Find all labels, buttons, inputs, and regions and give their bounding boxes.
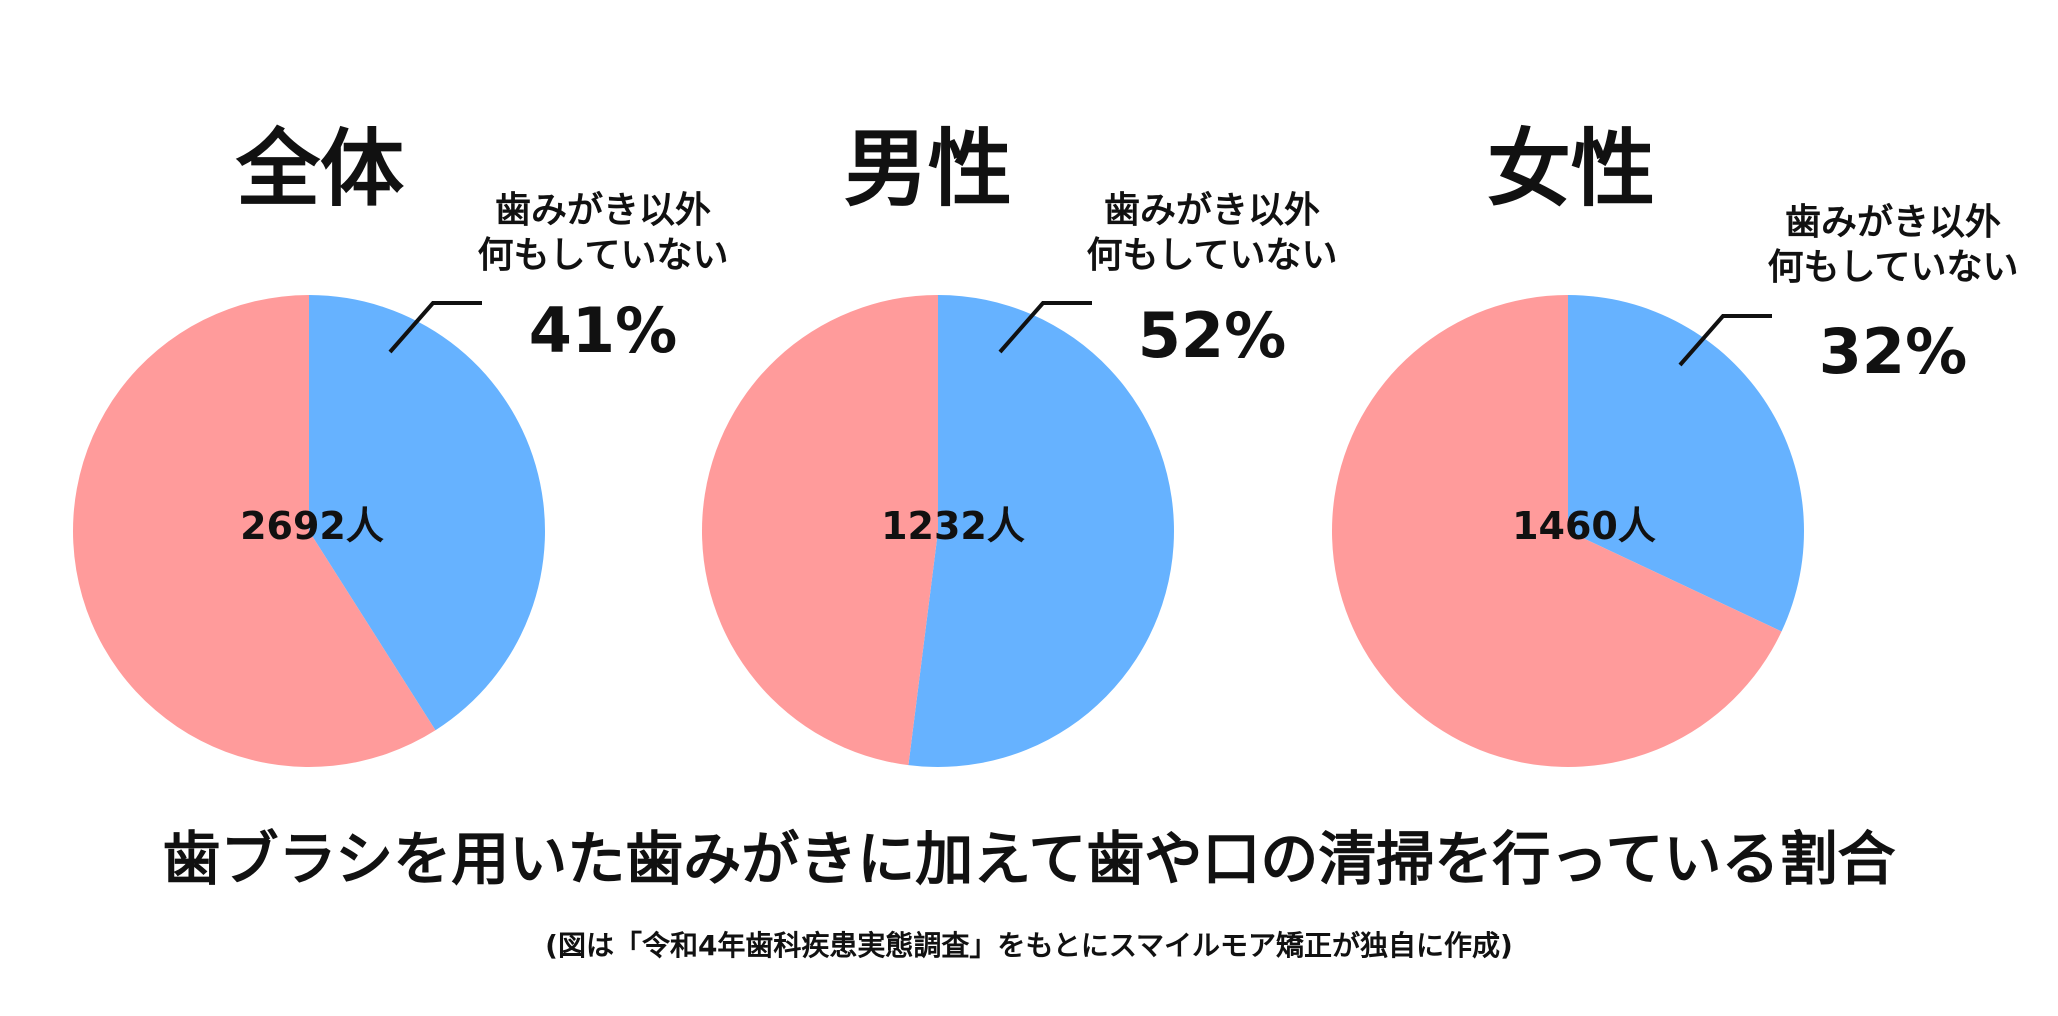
pie-slice-female-rest bbox=[1331, 295, 1782, 767]
callout-label-line-1: 歯みがき以外 bbox=[495, 190, 711, 231]
pie-panel-male: 男性 歯みがき以外 何もしていない 52% 1232人 bbox=[701, 120, 1338, 768]
callout-leader-line bbox=[998, 301, 1092, 354]
source-note: (図は「令和4年歯科疾患実態調査」をもとにスマイルモア矯正が独自に作成) bbox=[545, 929, 1513, 962]
respondent-count: 1460人 bbox=[1512, 504, 1656, 548]
callout-label-line-2: 何もしていない bbox=[478, 235, 729, 276]
callout-label-line-2: 何もしていない bbox=[1087, 235, 1338, 276]
pie-slice-overall-rest bbox=[73, 295, 436, 768]
panel-title-female: 女性 bbox=[1487, 120, 1655, 218]
pie-slice-male-rest bbox=[701, 294, 938, 766]
respondent-count: 2692人 bbox=[240, 504, 384, 548]
callout-label-line-2: 何もしていない bbox=[1768, 247, 2019, 288]
pie-overall bbox=[73, 295, 546, 768]
callout-leader-line bbox=[1678, 314, 1772, 367]
respondent-count: 1232人 bbox=[881, 504, 1025, 548]
callout-leader-line bbox=[388, 301, 482, 354]
callout-label-line-1: 歯みがき以外 bbox=[1785, 202, 2001, 243]
pie-panel-female: 女性 歯みがき以外 何もしていない 32% 1460人 bbox=[1331, 120, 2019, 767]
chart-title: 歯ブラシを用いた歯みがきに加えて歯や口の清掃を行っている割合 bbox=[162, 825, 1896, 893]
callout-value: 41% bbox=[529, 294, 677, 367]
panel-title-overall: 全体 bbox=[235, 120, 404, 218]
pie-female bbox=[1331, 295, 1804, 767]
callout-value: 52% bbox=[1138, 299, 1286, 372]
panel-title-male: 男性 bbox=[844, 120, 1012, 218]
pie-slice-male-highlight bbox=[908, 295, 1174, 768]
callout-value: 32% bbox=[1819, 315, 1967, 388]
pie-male bbox=[701, 294, 1174, 768]
callout-label-line-1: 歯みがき以外 bbox=[1104, 190, 1320, 231]
pie-slice-overall-highlight bbox=[309, 295, 546, 731]
pie-slice-female-highlight bbox=[1568, 295, 1804, 632]
pie-panel-overall: 全体 歯みがき以外 何もしていない 41% 2692人 bbox=[73, 120, 729, 768]
